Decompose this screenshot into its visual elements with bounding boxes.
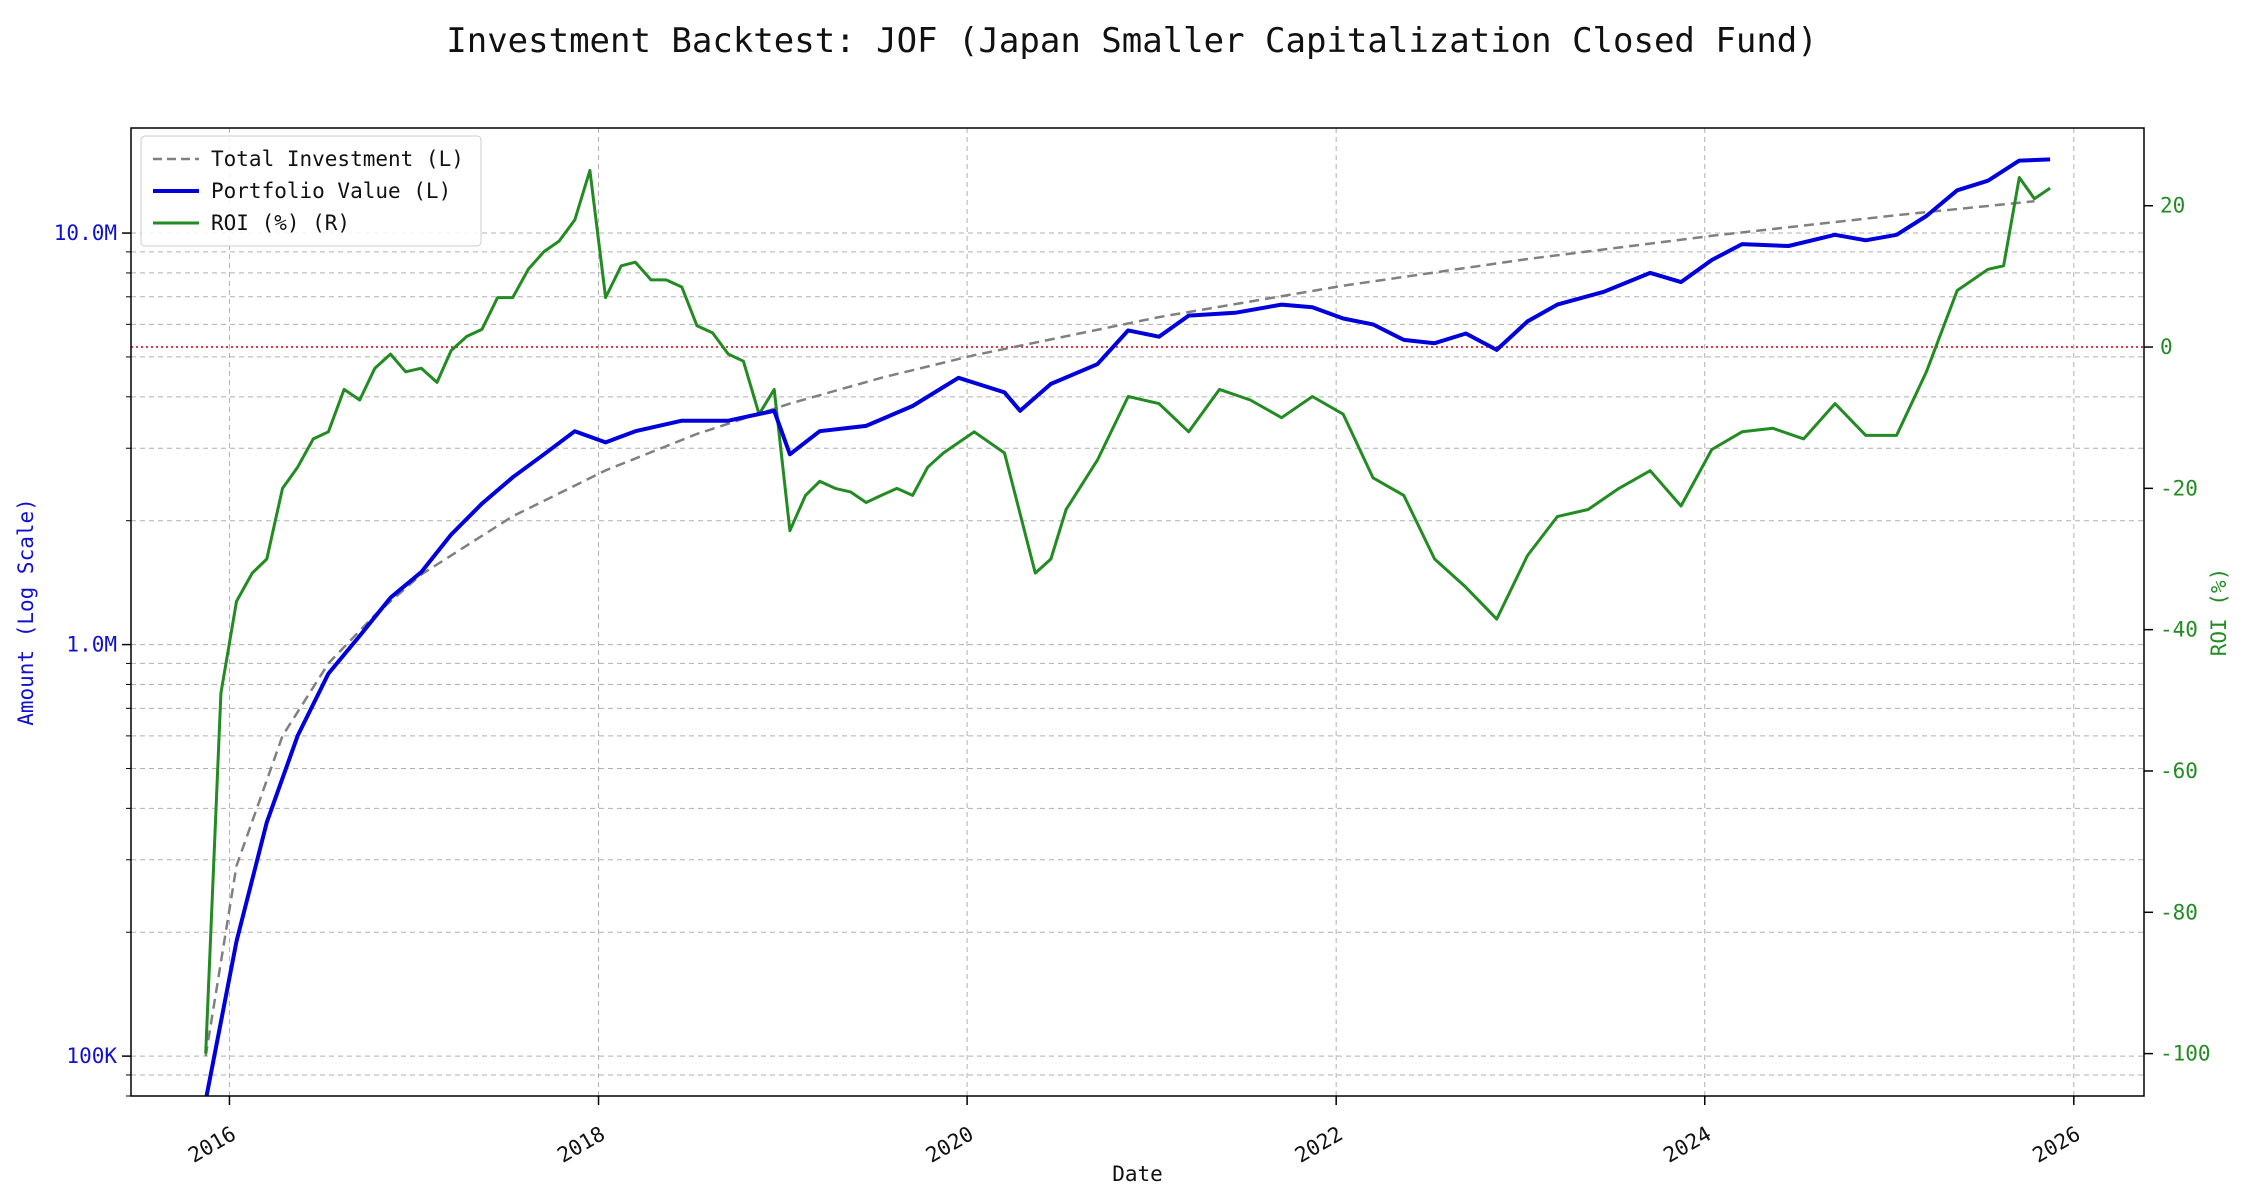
y-left-tick-label: 100K bbox=[66, 1044, 117, 1068]
y-right-tick-label: -60 bbox=[2160, 759, 2198, 783]
y-right-tick-label: -100 bbox=[2160, 1042, 2211, 1066]
y-right-tick-label: 20 bbox=[2160, 194, 2185, 218]
legend-box bbox=[140, 135, 482, 247]
y-left-tick-label: 1.0M bbox=[66, 633, 117, 657]
y-right-tick-label: -80 bbox=[2160, 900, 2198, 924]
legend-label-0: Total Investment (L) bbox=[211, 147, 464, 171]
chart-title: Investment Backtest: JOF (Japan Smaller … bbox=[446, 21, 1817, 61]
y-left-axis-label: Amount (Log Scale) bbox=[14, 498, 38, 726]
x-axis-label: Date bbox=[1112, 1162, 1163, 1186]
series-line-1 bbox=[204, 157, 2051, 1096]
y-right-axis-label: ROI (%) bbox=[2207, 568, 2231, 657]
series-layer bbox=[204, 157, 2051, 1096]
y-left-tick-label: 10.0M bbox=[54, 221, 117, 245]
y-right-tick-label: -20 bbox=[2160, 476, 2198, 500]
y-right-tick-label: -40 bbox=[2160, 618, 2198, 642]
y-right-tick-label: 0 bbox=[2160, 335, 2173, 359]
legend-label-1: Portfolio Value (L) bbox=[211, 179, 451, 203]
legend: Total Investment (L) Portfolio Value (L) R… bbox=[140, 135, 482, 247]
legend-label-2: ROI (%) (R) bbox=[211, 211, 350, 235]
plot-area-frame bbox=[130, 127, 2145, 1097]
series-line-2 bbox=[204, 168, 2051, 1054]
